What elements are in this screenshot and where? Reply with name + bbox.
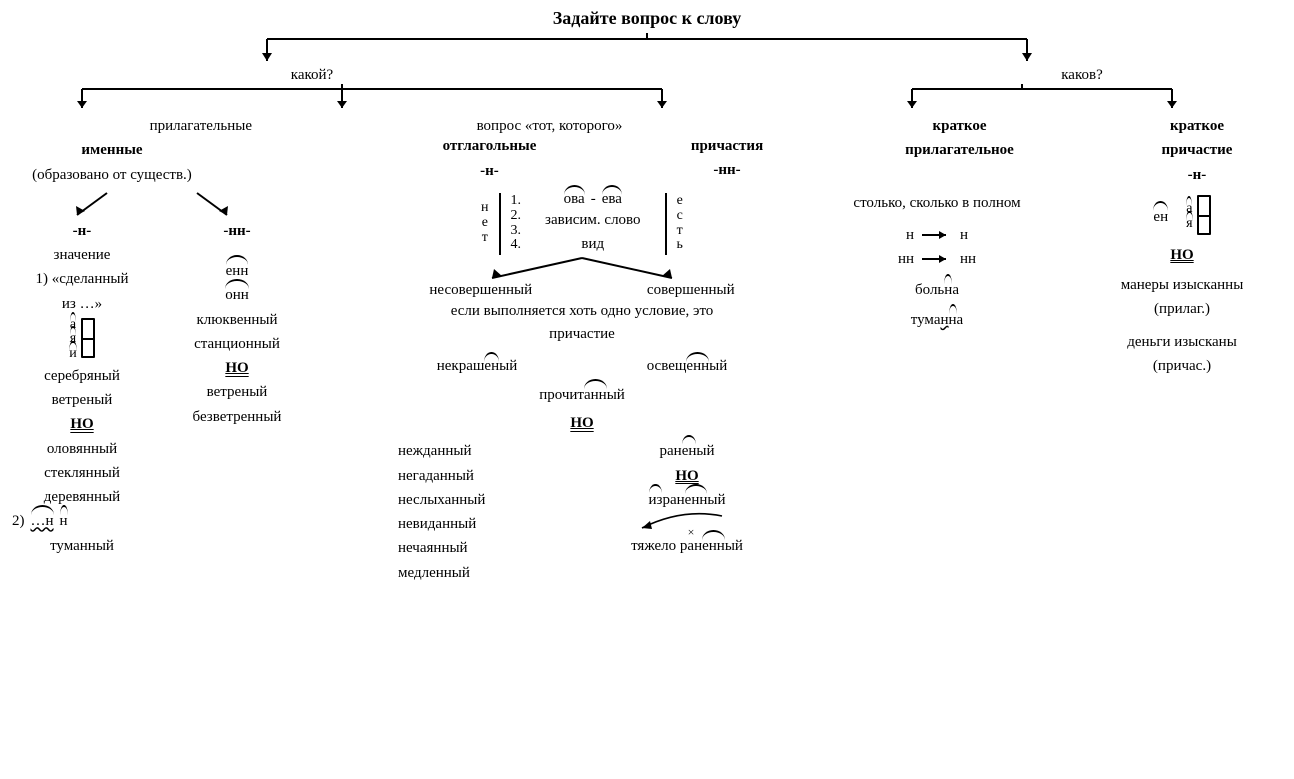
top-split: [37, 33, 1257, 67]
named-n-meaning3: из …»: [62, 294, 102, 314]
ex-vetren: ветреный: [52, 390, 113, 410]
no-2: но: [225, 358, 248, 378]
except-1: негаданный: [398, 466, 474, 486]
verbals-n: -н-: [480, 161, 499, 181]
question-kakoy: какой?: [52, 67, 572, 84]
no-1: но: [70, 414, 93, 434]
named-header: именные: [81, 140, 142, 160]
ex-bolna: больна: [915, 280, 959, 300]
ex-manery1: манеры изысканны: [1121, 275, 1244, 295]
adj-label: прилагательные: [150, 116, 252, 136]
onn: онн: [225, 285, 249, 305]
short-part-h2: причастие: [1162, 140, 1233, 160]
est-vert: есть: [677, 194, 683, 253]
no-5: но: [1170, 245, 1193, 265]
ex-serebr: серебряный: [44, 366, 120, 386]
participles-header: причастия: [691, 136, 763, 156]
row2-h: н: [60, 511, 68, 531]
ex-manery2: (прилаг.): [1154, 299, 1210, 319]
row2-nh: …н: [31, 511, 54, 531]
except-4: нечаянный: [398, 538, 468, 558]
enn: енн: [226, 261, 249, 281]
sp-suffixes: ен а я: [1153, 197, 1210, 237]
cond2: причастие: [372, 324, 792, 344]
map-nn: нн нн: [898, 249, 976, 269]
named-n-meaning2: 1) «сделанный: [36, 269, 129, 289]
ex-stanc: станционный: [194, 334, 280, 354]
ex-dengi1: деньги изысканы: [1127, 332, 1237, 352]
except-2: неслыханный: [398, 490, 485, 510]
right-split: [872, 84, 1232, 114]
participles-nn: -нн-: [713, 160, 740, 180]
except-5: медленный: [398, 563, 470, 583]
ex-vetreny: ветреный: [207, 382, 268, 402]
named-nn: -нн-: [223, 221, 250, 241]
verbals-header: отглагольные: [443, 136, 537, 156]
named-split: [37, 191, 287, 219]
named-n: -н-: [73, 221, 92, 241]
ex-bezvetr: безветренный: [193, 407, 282, 427]
named-sub: (образовано от существ.): [32, 165, 192, 185]
nums-vert: 1.2.3.4.: [511, 194, 522, 253]
left-split: [0, 84, 692, 114]
cond1: если выполняется хоть одно условие, это: [372, 301, 792, 321]
question-kakov: каков?: [922, 67, 1242, 84]
letter-i: и: [69, 347, 77, 362]
named-n-meaning1: значение: [54, 245, 111, 265]
vid-split: [432, 256, 732, 282]
ex-stekl: стеклянный: [44, 463, 120, 483]
suffix-bracket-icon: [81, 318, 95, 358]
eva: ева: [602, 191, 622, 208]
ex-klyuk: клюквенный: [196, 310, 277, 330]
verb-question: вопрос «тот, которого»: [477, 116, 623, 136]
vid: вид: [581, 234, 604, 254]
ex-derev: деревянный: [44, 487, 120, 507]
title: Задайте вопрос к слову: [12, 8, 1282, 29]
ex-dengi2: (причас.): [1153, 356, 1211, 376]
ex-nekrash: некрашеный: [437, 358, 517, 375]
ayi-box: а я и: [69, 318, 95, 362]
ex-tuman: туманный: [50, 536, 114, 556]
ex-prochit: прочитанный: [372, 385, 792, 405]
short-part-n: -н-: [1188, 165, 1207, 185]
no-3: но: [372, 413, 792, 433]
net-vert: нет: [481, 201, 489, 245]
except-3: невиданный: [398, 514, 476, 534]
ex-tumanna: туманна: [911, 310, 963, 330]
short-part-h1: краткое: [1170, 116, 1224, 136]
row2-num: 2): [12, 511, 25, 531]
ova: ова: [564, 191, 585, 208]
short-adj-note: столько, сколько в полном: [853, 193, 1020, 213]
no-4: но: [675, 466, 698, 486]
suffix-bracket-icon-2: [1197, 195, 1211, 235]
sov: совершенный: [647, 282, 735, 299]
short-adj-h1: краткое: [932, 116, 986, 136]
ex-tyazh: тяжело раненный: [631, 536, 743, 556]
ex-osvesch: освещенный: [647, 358, 728, 375]
short-adj-h2: прилагательное: [905, 140, 1014, 160]
ex-ranen: раненый: [660, 441, 715, 461]
map-n: н н: [906, 225, 968, 245]
nesov: несовершенный: [429, 282, 532, 299]
zavisim: зависим. слово: [545, 210, 641, 230]
except-0: нежданный: [398, 441, 472, 461]
ex-izranen: израненный: [649, 490, 726, 510]
ex-olov: оловянный: [47, 439, 117, 459]
